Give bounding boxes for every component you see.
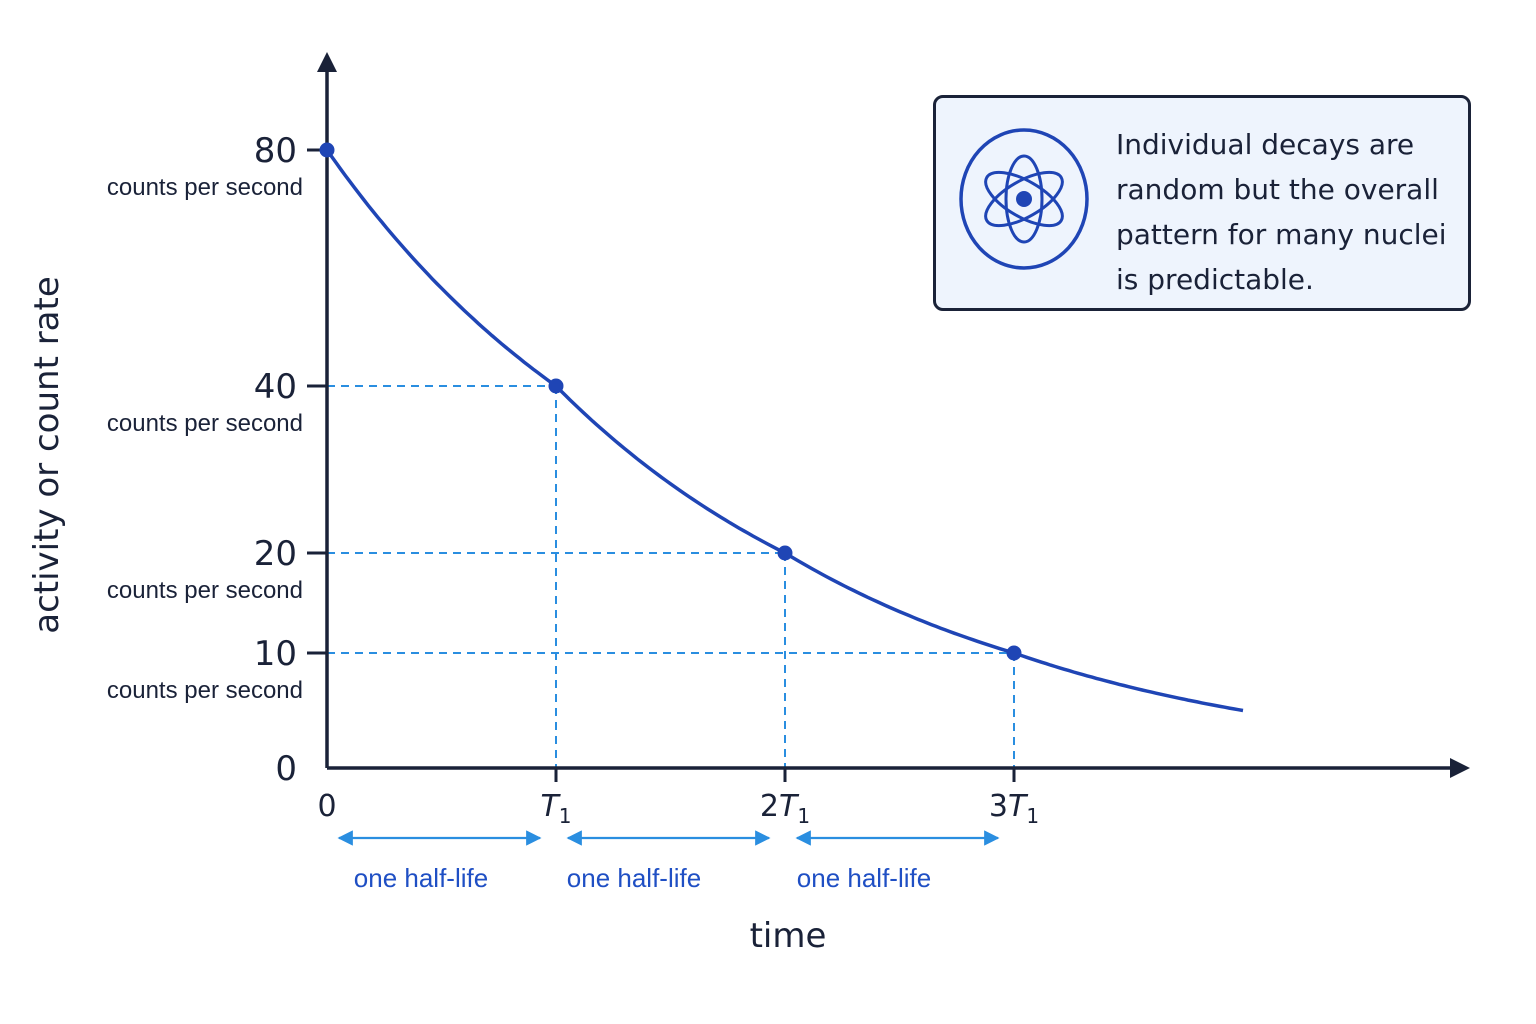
- data-point: [548, 378, 564, 394]
- y-tick-label: 10: [254, 634, 297, 674]
- y-tick-unit: counts per second: [107, 174, 303, 201]
- callout-line: is predictable.: [1116, 263, 1314, 296]
- data-point: [319, 142, 335, 158]
- half-life-span-label: one half-life: [567, 863, 701, 893]
- data-point: [777, 545, 793, 561]
- x-tick-label: T1: [540, 789, 571, 828]
- y-tick-label: 80: [254, 131, 297, 171]
- x-axis-arrowhead: [1450, 758, 1470, 778]
- callout-line: pattern for many nuclei: [1116, 218, 1447, 251]
- y-tick-label: 0: [275, 749, 297, 789]
- guide-lines: [327, 385, 1015, 768]
- y-tick-unit: counts per second: [107, 677, 303, 704]
- half-life-span-label: one half-life: [354, 863, 488, 893]
- atom-icon: [959, 128, 1089, 270]
- y-tick-label: 20: [254, 534, 297, 574]
- x-tick-label: 3T1: [989, 789, 1039, 828]
- y-axis-title: activity or count rate: [27, 276, 67, 634]
- callout-line: Individual decays are: [1116, 128, 1415, 161]
- x-axis-title: time: [750, 916, 827, 956]
- y-axis-arrowhead: [317, 52, 337, 72]
- callout-text: Individual decays are random but the ove…: [1116, 122, 1466, 302]
- data-points: [319, 142, 1022, 661]
- half-life-span-label: one half-life: [797, 863, 931, 893]
- x-tick-label: 0: [317, 789, 336, 824]
- half-life-spans: one half-life one half-life one half-life: [337, 830, 1000, 893]
- y-ticks: 80 counts per second 40 counts per second 20…: [107, 131, 327, 789]
- x-ticks: 0 T1 2T1 3T1: [317, 768, 1039, 828]
- info-callout: Individual decays are random but the ove…: [933, 95, 1471, 311]
- data-point: [1006, 645, 1022, 661]
- axes: [317, 52, 1470, 778]
- callout-line: random but the overall: [1116, 173, 1439, 206]
- y-tick-unit: counts per second: [107, 577, 303, 604]
- y-tick-label: 40: [254, 367, 297, 407]
- x-tick-label: 2T1: [760, 789, 810, 828]
- y-tick-unit: counts per second: [107, 410, 303, 437]
